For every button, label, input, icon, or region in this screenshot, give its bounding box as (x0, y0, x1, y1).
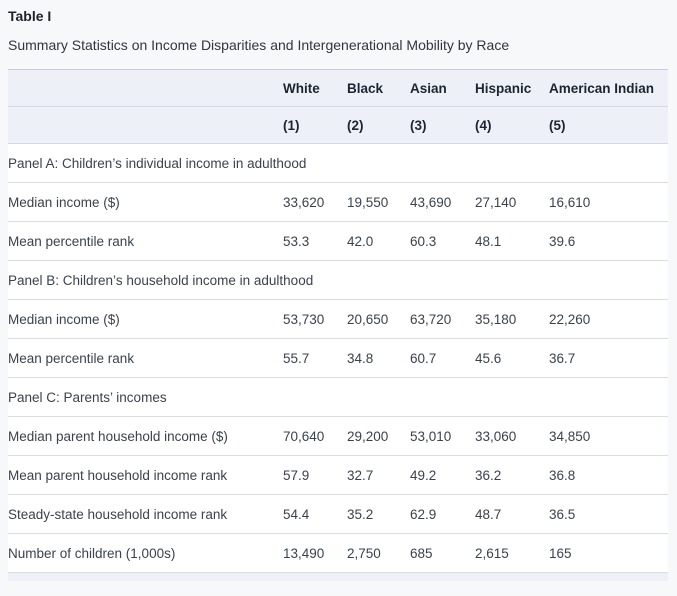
table-title: Table I (8, 8, 52, 24)
table-row: Mean percentile rank 53.3 42.0 60.3 48.1 39.6 (8, 221, 668, 261)
row-label: Steady-state household income rank (8, 494, 283, 534)
value-cell: 33,620 (283, 182, 347, 222)
value-cell: 70,640 (283, 416, 347, 456)
table-header: White Black Asian Hispanic American Indian (1… (8, 69, 668, 144)
page: Table I Summary Statistics on Income Dis… (8, 8, 668, 581)
value-cell: 36.2 (475, 455, 549, 495)
row-label: Mean percentile rank (8, 338, 283, 378)
panel-header-row: Panel A: Children’s individual income in… (8, 143, 668, 183)
value-cell: 27,140 (475, 182, 549, 222)
value-cell: 48.1 (475, 221, 549, 261)
value-cell: 16,610 (549, 182, 668, 222)
value-cell: 165 (549, 533, 668, 573)
next-table-band (8, 573, 668, 581)
value-cell: 42.0 (347, 221, 410, 261)
column-number: (5) (549, 106, 668, 144)
corner-cell (8, 69, 283, 107)
value-cell: 53,730 (283, 299, 347, 339)
panel-header-row: Panel B: Children’s household income in … (8, 260, 668, 300)
value-cell: 49.2 (410, 455, 475, 495)
row-label: Mean parent household income rank (8, 455, 283, 495)
table-subtitle: Summary Statistics on Income Disparities… (8, 37, 510, 53)
value-cell: 53,010 (410, 416, 475, 456)
column-header-american-indian: American Indian (549, 69, 668, 107)
panel-header-row: Panel C: Parents’ incomes (8, 377, 668, 417)
value-cell: 53.3 (283, 221, 347, 261)
row-label: Mean percentile rank (8, 221, 283, 261)
row-label: Median parent household income ($) (8, 416, 283, 456)
value-cell: 19,550 (347, 182, 410, 222)
value-cell: 48.7 (475, 494, 549, 534)
table-row: Mean parent household income rank 57.9 32.… (8, 455, 668, 495)
table-body: Panel A: Children’s individual income in… (8, 143, 668, 573)
header-row-races: White Black Asian Hispanic American Indian (8, 69, 668, 107)
column-number: (3) (410, 106, 475, 144)
summary-table: White Black Asian Hispanic American Indian (1… (8, 69, 668, 573)
value-cell: 35.2 (347, 494, 410, 534)
value-cell: 39.6 (549, 221, 668, 261)
column-header-asian: Asian (410, 69, 475, 107)
value-cell: 32.7 (347, 455, 410, 495)
value-cell: 34.8 (347, 338, 410, 378)
value-cell: 43,690 (410, 182, 475, 222)
panel-header-label: Panel C: Parents’ incomes (8, 377, 668, 417)
value-cell: 62.9 (410, 494, 475, 534)
column-header-white: White (283, 69, 347, 107)
value-cell: 60.7 (410, 338, 475, 378)
row-label: Median income ($) (8, 182, 283, 222)
value-cell: 45.6 (475, 338, 549, 378)
column-number: (4) (475, 106, 549, 144)
table-row: Median income ($) 53,730 20,650 63,720 35,18… (8, 299, 668, 339)
value-cell: 57.9 (283, 455, 347, 495)
value-cell: 63,720 (410, 299, 475, 339)
column-header-hispanic: Hispanic (475, 69, 549, 107)
value-cell: 2,750 (347, 533, 410, 573)
table-row: Number of children (1,000s) 13,490 2,750 68… (8, 533, 668, 573)
column-header-black: Black (347, 69, 410, 107)
header-row-numbers: (1) (2) (3) (4) (5) (8, 106, 668, 144)
corner-cell (8, 106, 283, 144)
value-cell: 20,650 (347, 299, 410, 339)
value-cell: 22,260 (549, 299, 668, 339)
value-cell: 2,615 (475, 533, 549, 573)
table-row: Steady-state household income rank 54.4 35… (8, 494, 668, 534)
panel-header-label: Panel A: Children’s individual income in… (8, 143, 668, 183)
value-cell: 54.4 (283, 494, 347, 534)
value-cell: 685 (410, 533, 475, 573)
column-number: (2) (347, 106, 410, 144)
value-cell: 60.3 (410, 221, 475, 261)
value-cell: 29,200 (347, 416, 410, 456)
value-cell: 55.7 (283, 338, 347, 378)
value-cell: 33,060 (475, 416, 549, 456)
panel-header-label: Panel B: Children’s household income in … (8, 260, 668, 300)
value-cell: 13,490 (283, 533, 347, 573)
value-cell: 36.8 (549, 455, 668, 495)
table-row: Median income ($) 33,620 19,550 43,690 27,14… (8, 182, 668, 222)
value-cell: 36.7 (549, 338, 668, 378)
value-cell: 34,850 (549, 416, 668, 456)
column-number: (1) (283, 106, 347, 144)
table-row: Median parent household income ($) 70,640… (8, 416, 668, 456)
row-label: Median income ($) (8, 299, 283, 339)
table-row: Mean percentile rank 55.7 34.8 60.7 45.6 36.7 (8, 338, 668, 378)
value-cell: 36.5 (549, 494, 668, 534)
value-cell: 35,180 (475, 299, 549, 339)
row-label: Number of children (1,000s) (8, 533, 283, 573)
